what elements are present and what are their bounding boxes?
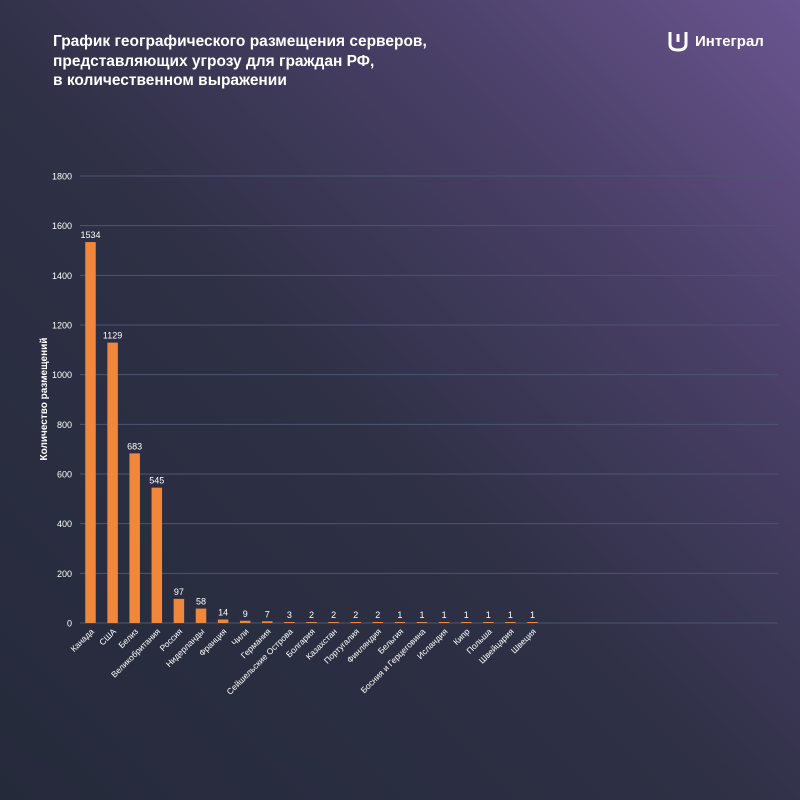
data-label: 2	[309, 610, 314, 620]
x-tick-label: США	[97, 626, 118, 647]
bar	[328, 622, 339, 623]
y-tick-label: 1200	[52, 321, 72, 331]
data-label: 1	[486, 610, 491, 620]
bar	[129, 453, 140, 623]
data-label: 2	[375, 610, 380, 620]
bracket-logo-icon	[668, 32, 688, 52]
bar	[438, 622, 450, 623]
bar	[173, 598, 185, 623]
bar	[239, 620, 251, 623]
x-tick-label: Швеция	[509, 626, 538, 655]
bar	[85, 242, 96, 623]
y-tick-label: 600	[57, 470, 72, 480]
data-label: 3	[287, 610, 292, 620]
bar	[483, 622, 494, 623]
bar	[195, 608, 207, 623]
y-axis-label: Количество размещений	[39, 338, 50, 461]
y-tick-label: 0	[67, 619, 72, 629]
y-tick-label: 1400	[52, 271, 72, 281]
bar	[284, 622, 295, 623]
data-label: 1129	[103, 331, 122, 341]
y-tick-label: 200	[57, 569, 72, 579]
data-label: 9	[243, 609, 248, 619]
y-tick-label: 1600	[52, 221, 72, 231]
bar	[416, 622, 428, 623]
bar	[372, 622, 384, 623]
data-label: 1534	[80, 230, 100, 240]
data-label: 1	[508, 610, 513, 620]
data-label: 683	[127, 441, 142, 451]
data-label: 1	[464, 610, 469, 620]
brand-name: Интеграл	[695, 32, 764, 50]
data-label: 7	[265, 609, 270, 619]
data-label: 58	[196, 597, 206, 607]
y-tick-label: 1000	[52, 370, 72, 380]
bar	[262, 621, 273, 623]
data-label: 97	[174, 587, 184, 597]
bar	[217, 619, 229, 623]
data-label: 1	[530, 610, 535, 620]
bar	[107, 342, 118, 623]
data-label: 545	[149, 476, 164, 486]
data-label: 2	[353, 610, 358, 620]
data-label: 1	[419, 610, 424, 620]
bar	[151, 487, 163, 623]
x-tick-label: Канада	[68, 626, 96, 654]
chart-title: График географического размещения сервер…	[53, 32, 573, 91]
bar	[394, 622, 406, 623]
data-label: 1	[397, 610, 402, 620]
bar	[460, 622, 472, 623]
data-label: 1	[442, 610, 447, 620]
bar	[306, 622, 317, 623]
chart-title-line-2: представляющих угрозу для граждан РФ,	[53, 52, 375, 70]
y-tick-label: 800	[57, 420, 72, 430]
chart-title-line-1: График географического размещения сервер…	[53, 33, 427, 50]
chart-title-line-3: в количественном выражении	[53, 72, 287, 89]
data-label: 2	[331, 610, 336, 620]
bar	[505, 622, 516, 623]
y-tick-label: 400	[57, 519, 72, 529]
bar	[350, 622, 361, 623]
bar	[527, 622, 538, 623]
data-label: 14	[218, 608, 228, 618]
y-tick-label: 1800	[52, 172, 72, 182]
brand-logo: Интеграл	[667, 29, 764, 53]
